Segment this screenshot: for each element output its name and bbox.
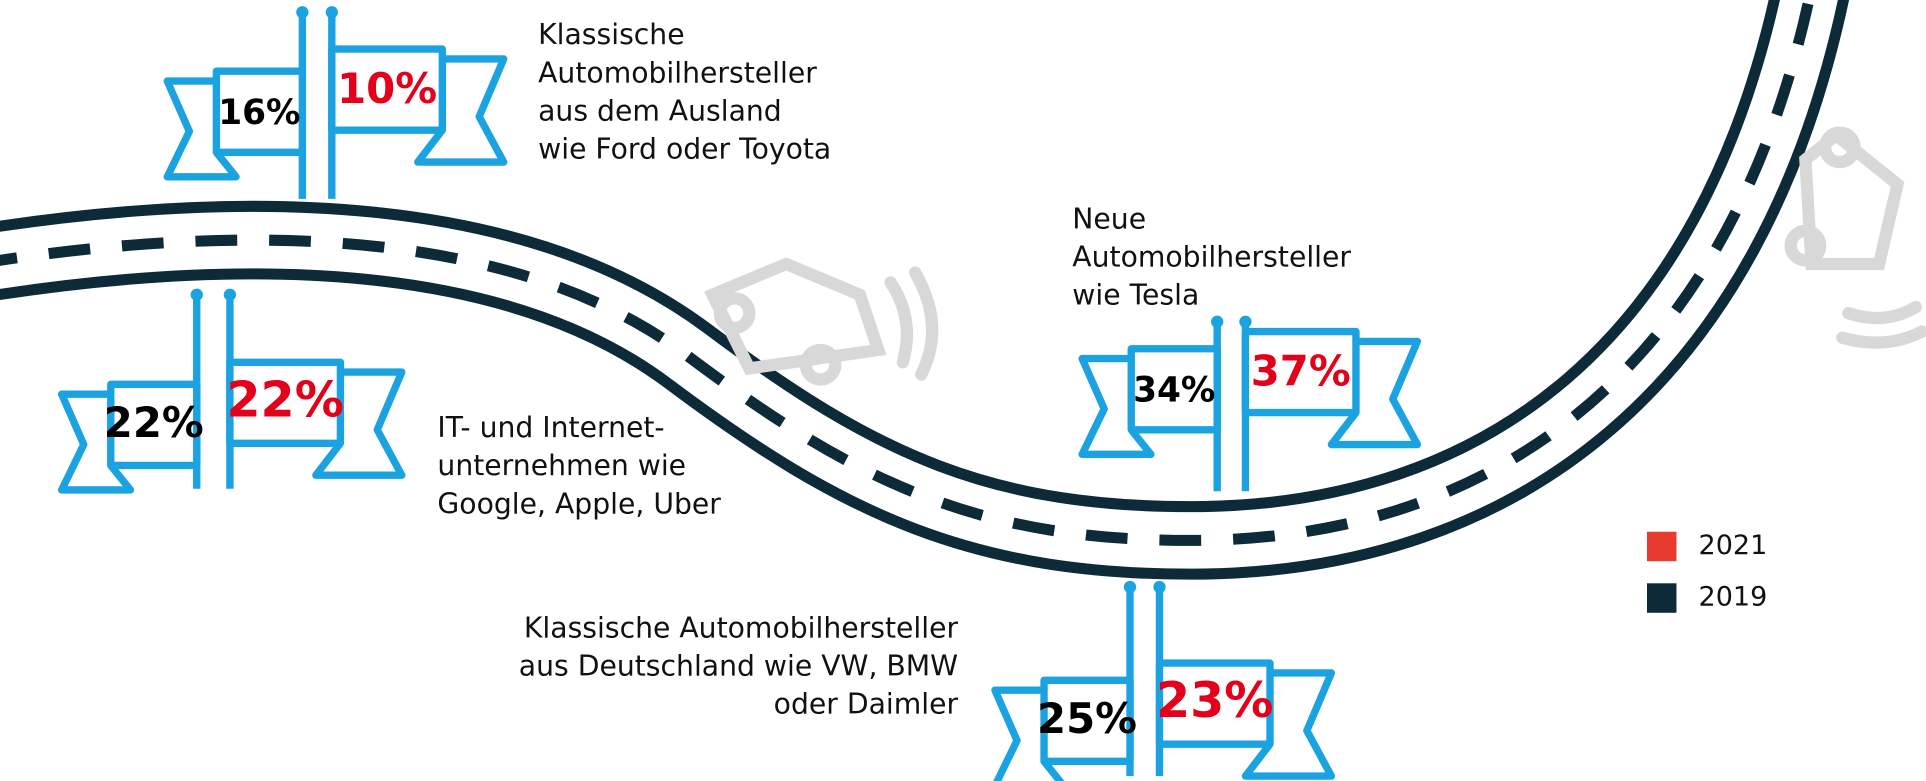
flag-banner	[163, 67, 307, 181]
category-label-box: Neue Automobilhersteller wie Tesla	[1072, 203, 1352, 312]
pole-knob	[1211, 315, 1224, 328]
category-label: IT- und Internet- unternehmen wie Google…	[437, 412, 721, 521]
flag-banner	[1155, 659, 1336, 780]
road	[0, 0, 1850, 580]
legend-label: 2019	[1699, 582, 1768, 613]
value-label: 10%	[337, 64, 437, 113]
pole-knob	[190, 288, 203, 301]
flag-banner	[1078, 345, 1221, 459]
category-label-box: IT- und Internet- unternehmen wie Google…	[437, 412, 721, 521]
value-label: 25%	[1037, 694, 1137, 743]
legend-label: 2021	[1699, 530, 1768, 561]
category-label-box: Klassische Automobilhersteller aus Deuts…	[518, 612, 959, 721]
value-label: 23%	[1156, 671, 1274, 729]
legend-swatch	[1646, 531, 1677, 562]
value-label: 16%	[218, 93, 300, 133]
flag-banner	[991, 676, 1134, 781]
category-label: Klassische Automobilhersteller aus Deuts…	[518, 612, 959, 721]
pole-knob	[223, 288, 237, 301]
value-label: 22%	[226, 370, 344, 428]
pole-knob	[1123, 580, 1137, 594]
flag-banner	[328, 45, 508, 166]
category-label-box: Klassische Automobilhersteller aus dem A…	[538, 19, 832, 166]
flag-banner	[1241, 327, 1422, 449]
value-label: 22%	[104, 398, 204, 447]
category-label: Klassische Automobilhersteller aus dem A…	[538, 19, 832, 166]
pole-knob	[1153, 580, 1166, 594]
car-icon	[704, 126, 1926, 386]
category-label: Neue Automobilhersteller wie Tesla	[1072, 203, 1352, 312]
flag-banner	[226, 358, 406, 479]
value-label: 34%	[1133, 371, 1215, 411]
pole-knob	[296, 6, 309, 19]
value-label: 37%	[1251, 347, 1351, 396]
flag-banner	[57, 380, 201, 494]
pole-knob	[1239, 315, 1252, 328]
pole-knob	[325, 6, 338, 19]
legend-swatch	[1646, 583, 1677, 613]
